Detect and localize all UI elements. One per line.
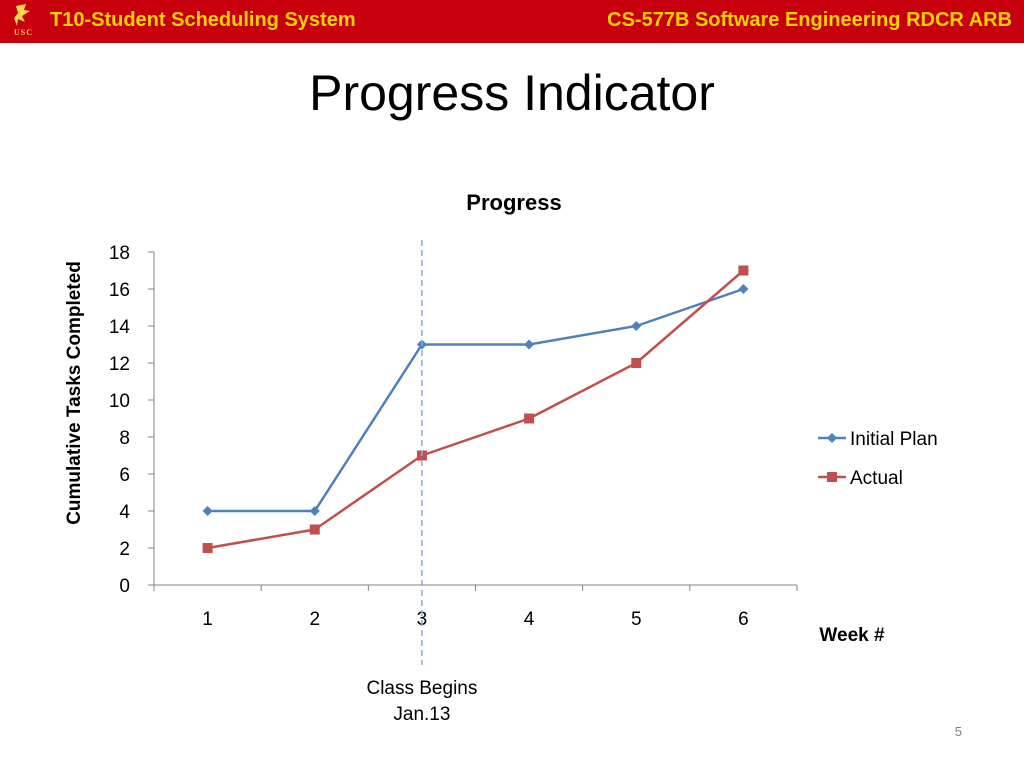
y-tick-label: 8 <box>119 428 130 449</box>
annotation-label: Jan.13 <box>393 704 450 725</box>
legend-marker <box>827 472 837 482</box>
x-tick-label: 2 <box>309 609 320 630</box>
data-point <box>631 321 642 331</box>
data-point <box>202 506 213 516</box>
y-tick-label: 2 <box>119 539 130 560</box>
x-tick-label: 6 <box>738 609 749 630</box>
y-tick-label: 18 <box>109 243 130 264</box>
data-point <box>202 543 213 553</box>
page-title: Progress Indicator <box>309 65 715 121</box>
y-tick-label: 14 <box>109 317 131 338</box>
series-line <box>207 269 745 550</box>
header-course-title: CS-577B Software Engineering RDCR ARB <box>607 9 1012 31</box>
series-line <box>207 287 744 513</box>
y-axis-label: Cumulative Tasks Completed <box>64 261 85 525</box>
y-tick-label: 16 <box>109 280 130 301</box>
y-tick-label: 6 <box>119 465 130 486</box>
legend-item: Initial Plan <box>818 429 938 450</box>
data-point <box>309 506 320 516</box>
x-tick-label: 3 <box>417 609 428 630</box>
legend-label: Initial Plan <box>850 429 938 450</box>
data-point <box>309 524 320 535</box>
chart-title: Progress <box>466 190 561 215</box>
legend-marker <box>827 433 837 443</box>
logo-text: USC <box>14 28 34 37</box>
legend-item: Actual <box>818 468 903 489</box>
data-point <box>631 358 642 368</box>
legend-label: Actual <box>850 468 903 489</box>
x-tick-label: 5 <box>631 609 642 630</box>
usc-logo-icon <box>14 4 30 26</box>
y-tick-label: 10 <box>109 391 130 412</box>
slide-header: USC T10-Student Scheduling System CS-577… <box>0 0 1024 43</box>
x-axis-label: Week # <box>819 625 885 646</box>
annotation-label: Class Begins <box>366 678 477 699</box>
data-point <box>524 413 535 424</box>
page-number: 5 <box>954 724 962 739</box>
data-point <box>738 284 749 294</box>
header-project-title: T10-Student Scheduling System <box>50 9 356 31</box>
series-group <box>202 284 749 516</box>
data-point <box>524 339 535 350</box>
x-tick-label: 1 <box>202 609 213 630</box>
y-tick-label: 4 <box>119 502 130 523</box>
x-tick-label: 4 <box>524 609 535 630</box>
y-tick-label: 0 <box>119 576 130 597</box>
data-point <box>738 265 749 276</box>
y-tick-label: 12 <box>109 354 130 375</box>
